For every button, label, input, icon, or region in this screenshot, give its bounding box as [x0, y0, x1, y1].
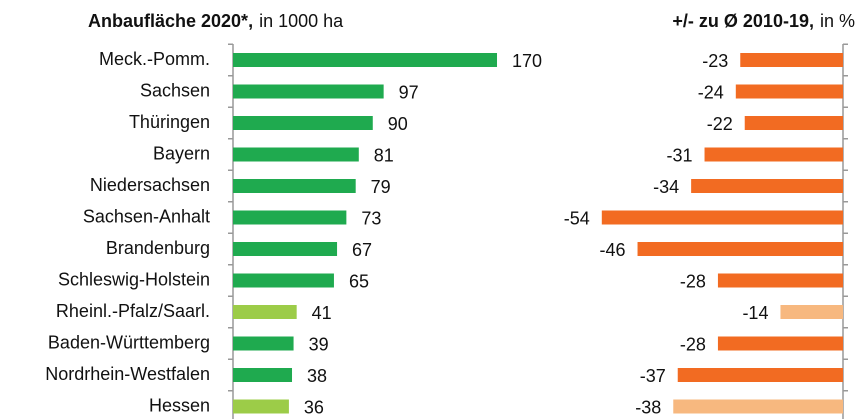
bar — [233, 210, 347, 225]
bar — [717, 336, 843, 351]
chart-title: Anbaufläche 2020*, in 1000 ha — [88, 11, 344, 31]
category-label: Rheinl.-Pfalz/Saarl. — [56, 301, 210, 321]
value-label: 38 — [307, 366, 327, 386]
category-label: Thüringen — [129, 112, 210, 132]
value-label: -22 — [707, 114, 733, 134]
value-label: 97 — [399, 82, 419, 102]
category-label: Meck.-Pomm. — [99, 49, 210, 69]
value-label: 81 — [374, 145, 394, 165]
value-label: -24 — [698, 82, 724, 102]
value-label: 39 — [309, 334, 329, 354]
value-label: -34 — [653, 177, 679, 197]
value-label: 65 — [349, 271, 369, 291]
bar — [233, 399, 289, 414]
bar — [601, 210, 843, 225]
category-label: Brandenburg — [106, 238, 210, 258]
bar — [673, 399, 843, 414]
value-label: 67 — [352, 240, 372, 260]
category-label: Schleswig-Holstein — [58, 269, 210, 289]
bar — [637, 242, 843, 256]
value-label: -37 — [640, 366, 666, 386]
value-label: -31 — [667, 145, 693, 165]
category-label: Nordrhein-Westfalen — [45, 364, 210, 384]
bar — [233, 305, 297, 319]
bar — [233, 242, 338, 256]
bar — [233, 273, 334, 288]
value-label: -14 — [742, 303, 768, 323]
subtitle: in % — [820, 11, 855, 31]
value-label: 41 — [312, 303, 332, 323]
value-label: 36 — [304, 397, 324, 417]
category-label: Baden-Württemberg — [48, 332, 210, 352]
category-label: Sachsen — [140, 80, 210, 100]
bar — [717, 273, 843, 288]
category-label: Bayern — [153, 143, 210, 163]
subtitle: in 1000 ha — [259, 11, 344, 31]
category-label: Hessen — [149, 395, 210, 415]
value-label: 73 — [361, 208, 381, 228]
bar — [744, 116, 843, 130]
bar — [233, 179, 356, 193]
bar — [780, 305, 843, 319]
value-label: -28 — [680, 271, 706, 291]
value-label: -23 — [702, 51, 728, 71]
title: +/- zu Ø 2010-19, — [672, 11, 814, 31]
bar — [233, 147, 359, 162]
bar — [233, 368, 293, 382]
category-label: Niedersachsen — [90, 175, 210, 195]
chart-title: +/- zu Ø 2010-19, in % — [672, 11, 855, 31]
bar — [704, 147, 843, 162]
category-label: Sachsen-Anhalt — [83, 206, 210, 226]
value-label: 79 — [371, 177, 391, 197]
value-label: -46 — [600, 240, 626, 260]
bar — [691, 179, 843, 193]
bar — [233, 53, 498, 67]
bar — [735, 84, 843, 99]
value-label: -38 — [635, 397, 661, 417]
bar — [233, 116, 373, 130]
bar — [740, 53, 843, 67]
value-label: 170 — [512, 51, 542, 71]
title: Anbaufläche 2020*, — [88, 11, 253, 31]
value-label: -54 — [564, 208, 590, 228]
bar — [233, 336, 294, 351]
value-label: -28 — [680, 334, 706, 354]
value-label: 90 — [388, 114, 408, 134]
bar — [233, 84, 384, 99]
bar — [677, 368, 843, 382]
